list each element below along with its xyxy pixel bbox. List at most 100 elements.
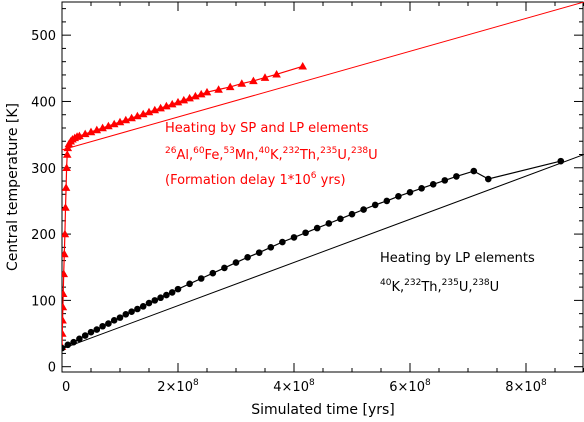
data-point-sp_lp [179,95,189,104]
data-point-sp_lp [62,229,70,238]
x-tick-label-exponent: 8 [193,378,199,388]
data-point-sp_lp [156,103,165,112]
data-point-sp_lp [104,121,113,130]
plot-area [62,2,584,352]
data-point-lp [221,264,228,272]
x-tick-label-mantissa: 6×10 [389,380,425,395]
y-tick-label: 100 [31,294,56,309]
data-point-lp [64,341,72,349]
data-point-sp_lp [298,62,307,70]
annotation-sp-lp-isotopes-symbol: Th, [299,148,320,163]
x-tick-label-exponent: 8 [425,378,431,388]
data-point-sp_lp [225,82,235,91]
data-point-lp [110,316,118,324]
x-tick-label: 2×108 [157,378,199,395]
x-tick-label: 8×108 [505,378,547,395]
data-point-lp [163,291,170,299]
y-tick-label: 200 [31,228,56,243]
data-point-lp [267,244,275,251]
data-point-lp [197,275,205,282]
data-point-lp [139,303,147,310]
x-axis-title: Simulated time [yrs] [251,402,395,418]
annotation-sp-lp-delay: (Formation delay 1*106 yrs) [165,171,346,188]
data-point-lp [145,299,153,307]
data-point-lp [470,167,478,175]
data-point-sp_lp [196,89,206,98]
annotation-sp-lp-isotopes-symbol: Fe, [205,148,224,163]
data-point-sp_lp [62,302,68,311]
data-point-sp_lp [62,289,68,297]
data-point-lp [395,192,402,200]
annotation-lp-title: Heating by LP elements [380,251,535,266]
data-point-sp_lp [162,101,171,110]
x-tick-label-exponent: 8 [309,378,315,388]
annotation-sp-lp-isotopes-symbol: K, [270,148,283,163]
y-tick-label: 300 [31,162,56,177]
data-point-lp [302,229,309,237]
x-tick-label-exponent: 8 [541,378,547,388]
data-point-lp [128,308,135,315]
data-point-sp_lp [62,150,72,158]
data-point-lp [255,249,263,256]
x-tick-label-mantissa: 8×10 [505,380,541,395]
data-point-lp [325,220,333,227]
data-point-lp [441,177,449,184]
data-point-lp [157,294,164,302]
data-point-sp_lp [150,105,160,114]
data-point-lp [360,206,367,213]
data-point-lp [453,173,460,180]
data-point-sp_lp [98,123,107,132]
data-point-lp [244,253,251,261]
data-point-sp_lp [115,117,125,126]
x-tick-label: 6×108 [389,378,431,395]
x-tick-label-mantissa: 2×10 [157,380,193,395]
data-point-lp [93,326,101,333]
data-point-sp_lp [214,85,223,93]
data-point-sp_lp [109,119,119,128]
annotation-sp-lp-isotopes-symbol: U [368,148,378,163]
annotation-sp-lp-isotopes-mass: 238 [351,146,368,156]
data-point-sp_lp [62,183,71,191]
data-point-sp_lp [62,329,67,337]
data-point-lp [76,335,83,343]
data-point-lp [62,344,66,352]
data-point-lp [429,181,437,188]
data-point-sp_lp [62,269,69,278]
data-point-sp_lp [133,111,142,120]
annotation-sp-lp-isotopes-symbol: U, [337,148,351,163]
x-tick-label: 4×108 [273,378,315,395]
y-axis-title: Central temperature [K] [5,103,21,271]
annotation-sp-lp-delay-text: (Formation delay 1*10 [165,173,311,188]
annotation-sp-lp-isotopes-mass: 26 [165,146,177,156]
data-point-sp_lp [80,129,90,138]
data-point-sp_lp [185,93,194,102]
data-point-lp [186,280,193,288]
data-point-sp_lp [260,73,270,81]
data-point-lp [557,157,565,165]
annotation-sp-lp-isotopes-mass: 60 [193,146,205,156]
x-tick-label-mantissa: 0 [62,380,70,395]
annotation-lp-isotopes-symbol: Th, [420,280,441,295]
annotation-lp-isotopes-mass: 40 [380,278,392,288]
data-point-lp [313,224,321,232]
y-tick-label: 0 [48,361,56,376]
data-point-lp [151,297,159,304]
x-tick-label: 0 [62,380,70,395]
data-point-lp [418,185,425,192]
data-point-lp [99,322,106,330]
data-point-sp_lp [138,109,148,118]
annotation-sp-lp-isotopes-mass: 40 [259,146,271,156]
data-point-sp_lp [144,107,154,116]
data-point-sp_lp [75,131,84,140]
data-point-lp [81,332,89,339]
data-point-lp [209,269,217,277]
y-tick-label: 400 [31,95,56,110]
data-point-sp_lp [62,203,70,211]
data-point-sp_lp [127,113,136,122]
data-point-sp_lp [167,99,177,108]
data-point-lp [383,197,391,205]
data-point-lp [116,314,124,321]
annotation-sp-lp-isotopes-symbol: Al, [176,148,193,163]
